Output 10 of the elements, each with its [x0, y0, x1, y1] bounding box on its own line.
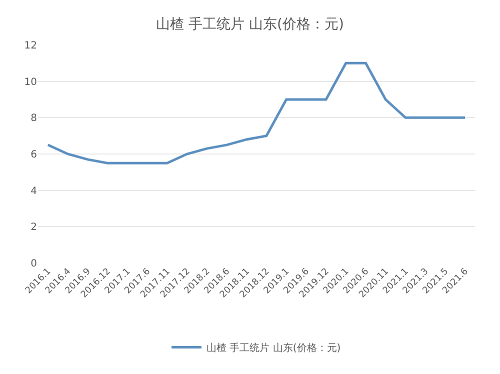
y-tick-label: 0 — [30, 258, 37, 270]
y-tick-label: 8 — [30, 113, 37, 124]
y-tick-label: 6 — [30, 150, 37, 160]
y-tick-label: 12 — [24, 40, 37, 52]
chart-title: 山楂 手工统片 山东(价格：元) — [156, 16, 344, 32]
y-tick-label: 2 — [30, 222, 37, 234]
y-tick-label: 4 — [30, 186, 37, 197]
legend-label: 山楂 手工统片 山东(价格：元) — [206, 342, 341, 354]
y-tick-label: 10 — [24, 76, 37, 88]
line-series — [46, 62, 466, 164]
